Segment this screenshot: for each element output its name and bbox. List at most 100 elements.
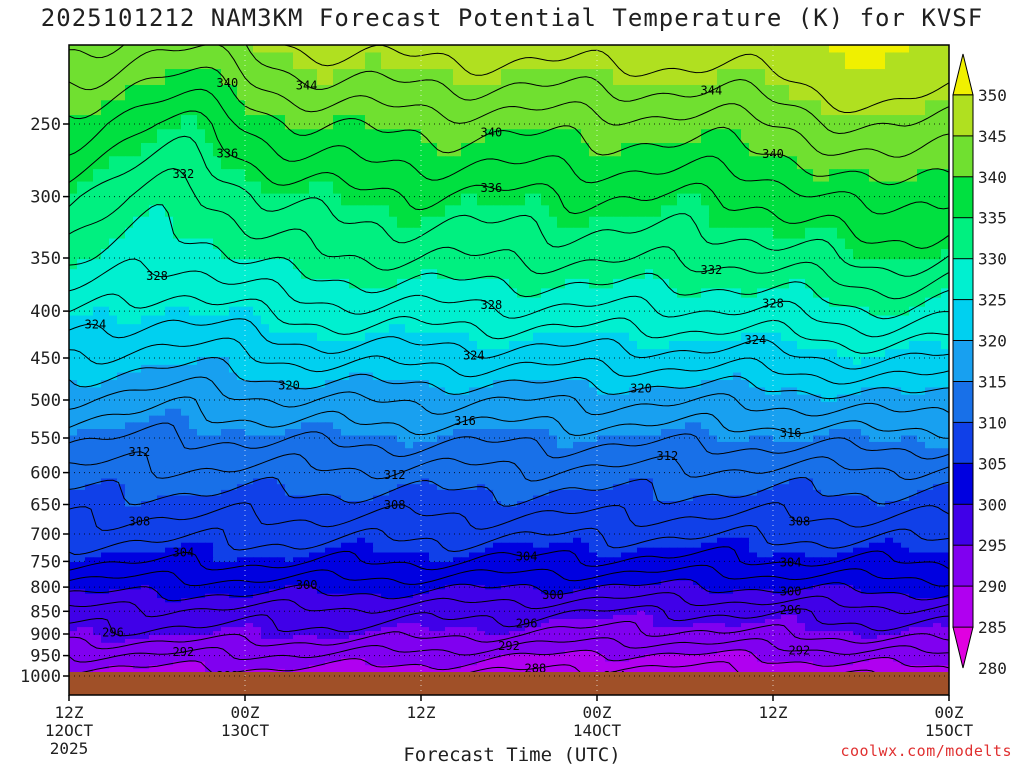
band-cell <box>333 349 342 358</box>
band-cell <box>645 340 654 350</box>
band-cell <box>221 156 230 170</box>
band-cell <box>109 466 118 474</box>
band-cell <box>925 415 934 423</box>
band-cell <box>693 372 702 381</box>
band-cell <box>173 84 182 101</box>
band-cell <box>157 288 166 299</box>
band-cell <box>437 441 446 449</box>
band-cell <box>637 45 646 54</box>
band-cell <box>109 156 118 170</box>
band-cell <box>341 306 350 317</box>
band-cell <box>829 297 838 308</box>
band-cell <box>293 349 302 358</box>
band-cell <box>533 193 542 206</box>
band-cell <box>285 357 294 366</box>
band-cell <box>301 460 310 468</box>
band-cell <box>509 69 518 86</box>
band-cell <box>645 238 654 250</box>
band-cell <box>941 422 949 430</box>
band-cell <box>437 216 446 229</box>
band-cell <box>453 115 462 130</box>
band-cell <box>93 349 102 358</box>
band-cell <box>357 401 366 410</box>
band-cell <box>277 364 286 374</box>
band-cell <box>717 349 726 358</box>
band-cell <box>101 52 110 70</box>
band-cell <box>221 454 230 462</box>
band-cell <box>277 394 286 403</box>
band-cell <box>829 357 838 366</box>
band-cell <box>445 181 454 195</box>
band-cell <box>197 408 206 417</box>
band-cell <box>85 69 94 86</box>
band-cell <box>205 364 214 374</box>
band-cell <box>797 193 806 206</box>
band-cell <box>213 238 222 250</box>
band-cell <box>549 288 558 299</box>
band-cell <box>141 315 150 325</box>
band-cell <box>789 415 798 423</box>
band-cell <box>573 69 582 86</box>
band-cell <box>405 297 414 308</box>
band-cell <box>165 227 174 240</box>
band-cell <box>677 288 686 299</box>
band-cell <box>869 297 878 308</box>
band-cell <box>237 259 246 270</box>
band-cell <box>717 52 726 70</box>
band-cell <box>69 227 78 240</box>
band-cell <box>621 401 630 410</box>
band-cell <box>869 115 878 130</box>
band-cell <box>573 269 582 280</box>
band-cell <box>85 387 94 396</box>
band-cell <box>837 227 846 240</box>
band-cell <box>581 306 590 317</box>
band-cell <box>349 340 358 350</box>
band-cell <box>245 278 254 289</box>
band-cell <box>453 216 462 229</box>
band-cell <box>309 143 318 157</box>
band-cell <box>341 193 350 206</box>
band-cell <box>349 401 358 410</box>
band-cell <box>469 306 478 317</box>
band-cell <box>301 156 310 170</box>
band-cell <box>749 429 758 437</box>
band-cell <box>845 435 854 443</box>
band-cell <box>781 169 790 183</box>
band-cell <box>101 408 110 417</box>
band-cell <box>933 143 942 157</box>
band-cell <box>85 435 94 443</box>
band-cell <box>277 460 286 468</box>
band-cell <box>605 401 614 410</box>
band-cell <box>589 306 598 317</box>
band-cell <box>165 169 174 183</box>
band-cell <box>797 401 806 410</box>
band-cell <box>413 380 422 389</box>
band-cell <box>709 269 718 280</box>
band-cell <box>813 306 822 317</box>
band-cell <box>597 435 606 443</box>
band-cell <box>821 238 830 250</box>
band-cell <box>253 408 262 417</box>
band-cell <box>253 340 262 350</box>
band-cell <box>597 422 606 430</box>
band-cell <box>485 408 494 417</box>
band-cell <box>621 115 630 130</box>
band-cell <box>477 364 486 374</box>
band-cell <box>389 143 398 157</box>
band-cell <box>605 205 614 218</box>
band-cell <box>741 227 750 240</box>
band-cell <box>133 306 142 317</box>
band-cell <box>365 169 374 183</box>
band-cell <box>197 454 206 462</box>
band-cell <box>293 466 302 474</box>
band-cell <box>829 448 838 456</box>
band-cell <box>301 357 310 366</box>
band-cell <box>517 394 526 403</box>
band-cell <box>629 259 638 270</box>
band-cell <box>789 69 798 86</box>
band-cell <box>789 357 798 366</box>
band-cell <box>213 349 222 358</box>
band-cell <box>669 100 678 116</box>
band-cell <box>701 357 710 366</box>
band-cell <box>469 100 478 116</box>
